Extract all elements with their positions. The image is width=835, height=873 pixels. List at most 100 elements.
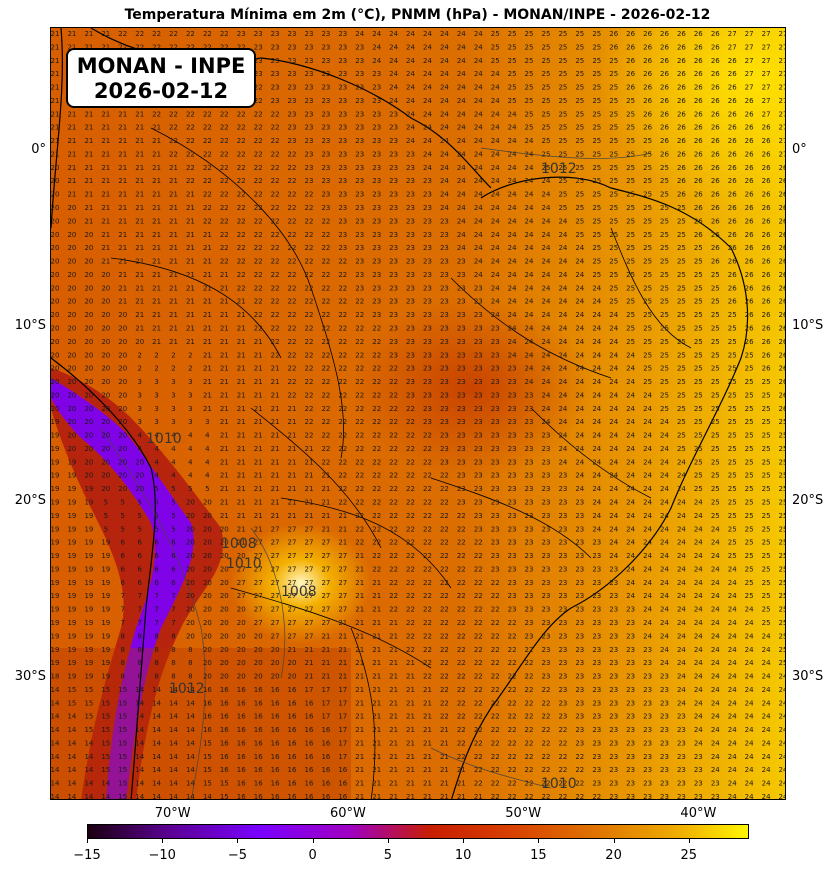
- svg-text:25: 25: [711, 338, 720, 346]
- svg-text:22: 22: [355, 512, 364, 520]
- svg-text:26: 26: [711, 84, 720, 92]
- svg-text:23: 23: [643, 753, 652, 761]
- svg-text:26: 26: [694, 57, 703, 65]
- svg-text:14: 14: [67, 753, 76, 761]
- svg-text:23: 23: [592, 646, 601, 654]
- svg-text:22: 22: [305, 298, 314, 306]
- svg-text:23: 23: [457, 405, 466, 413]
- svg-text:23: 23: [474, 311, 483, 319]
- isobar-label: 1008: [221, 536, 257, 552]
- svg-text:21: 21: [203, 311, 212, 319]
- svg-text:24: 24: [728, 686, 737, 694]
- svg-text:27: 27: [321, 539, 330, 547]
- svg-text:23: 23: [575, 579, 584, 587]
- svg-text:8: 8: [171, 632, 175, 640]
- svg-text:20: 20: [67, 378, 76, 386]
- svg-text:26: 26: [694, 137, 703, 145]
- svg-text:23: 23: [592, 619, 601, 627]
- svg-text:25: 25: [779, 458, 786, 466]
- svg-text:21: 21: [135, 325, 144, 333]
- svg-text:24: 24: [694, 699, 703, 707]
- svg-text:23: 23: [457, 378, 466, 386]
- svg-text:22: 22: [372, 365, 381, 373]
- svg-text:23: 23: [254, 43, 263, 51]
- svg-text:25: 25: [762, 539, 771, 547]
- svg-text:20: 20: [203, 619, 212, 627]
- svg-text:26: 26: [677, 43, 686, 51]
- svg-text:21: 21: [186, 204, 195, 212]
- svg-text:21: 21: [254, 525, 263, 533]
- svg-text:25: 25: [525, 110, 534, 118]
- svg-text:23: 23: [609, 592, 618, 600]
- svg-text:23: 23: [372, 137, 381, 145]
- svg-text:19: 19: [67, 485, 76, 493]
- svg-text:19: 19: [51, 472, 59, 480]
- svg-text:22: 22: [440, 646, 449, 654]
- svg-text:25: 25: [660, 391, 669, 399]
- svg-text:16: 16: [203, 726, 212, 734]
- svg-text:23: 23: [355, 204, 364, 212]
- svg-text:25: 25: [728, 338, 737, 346]
- svg-text:22: 22: [186, 124, 195, 132]
- svg-text:25: 25: [643, 137, 652, 145]
- svg-text:14: 14: [186, 753, 195, 761]
- svg-text:22: 22: [558, 740, 567, 748]
- svg-text:22: 22: [508, 659, 517, 667]
- svg-text:8: 8: [154, 646, 158, 654]
- svg-text:21: 21: [288, 485, 297, 493]
- svg-text:24: 24: [677, 619, 686, 627]
- svg-text:22: 22: [254, 137, 263, 145]
- svg-text:24: 24: [643, 592, 652, 600]
- svg-text:22: 22: [389, 445, 398, 453]
- svg-text:21: 21: [186, 284, 195, 292]
- svg-text:14: 14: [186, 699, 195, 707]
- svg-text:20: 20: [84, 351, 93, 359]
- svg-text:21: 21: [67, 191, 76, 199]
- svg-text:22: 22: [288, 284, 297, 292]
- svg-text:27: 27: [271, 619, 280, 627]
- svg-text:23: 23: [321, 204, 330, 212]
- svg-text:3: 3: [171, 418, 175, 426]
- svg-text:25: 25: [592, 244, 601, 252]
- svg-text:21: 21: [203, 378, 212, 386]
- svg-text:18: 18: [51, 673, 59, 681]
- svg-text:21: 21: [355, 579, 364, 587]
- svg-text:21: 21: [288, 458, 297, 466]
- svg-text:22: 22: [271, 284, 280, 292]
- svg-text:3: 3: [188, 418, 192, 426]
- svg-text:22: 22: [305, 338, 314, 346]
- svg-text:22: 22: [457, 539, 466, 547]
- svg-text:20: 20: [67, 365, 76, 373]
- svg-text:16: 16: [321, 740, 330, 748]
- svg-text:21: 21: [305, 673, 314, 681]
- svg-text:23: 23: [491, 525, 500, 533]
- svg-text:22: 22: [321, 284, 330, 292]
- svg-text:20: 20: [51, 311, 59, 319]
- isobar-label: 1010: [226, 556, 262, 572]
- svg-text:23: 23: [338, 217, 347, 225]
- svg-text:22: 22: [508, 766, 517, 774]
- svg-text:25: 25: [558, 97, 567, 105]
- svg-text:20: 20: [84, 284, 93, 292]
- svg-text:25: 25: [745, 445, 754, 453]
- svg-text:26: 26: [728, 204, 737, 212]
- svg-text:23: 23: [643, 713, 652, 721]
- svg-text:24: 24: [592, 365, 601, 373]
- map-area[interactable]: 21 21 21 21 22 22 22 22 22 22 22 23 23 23 23 23 23 23 24 24…: [50, 27, 786, 800]
- svg-text:21: 21: [406, 699, 415, 707]
- svg-text:19: 19: [84, 592, 93, 600]
- svg-text:21: 21: [152, 137, 161, 145]
- svg-text:22: 22: [237, 43, 246, 51]
- svg-text:21: 21: [372, 740, 381, 748]
- svg-text:24: 24: [592, 432, 601, 440]
- svg-text:20: 20: [51, 258, 59, 266]
- svg-text:24: 24: [474, 151, 483, 159]
- svg-text:23: 23: [542, 445, 551, 453]
- svg-text:24: 24: [558, 432, 567, 440]
- svg-text:22: 22: [508, 740, 517, 748]
- svg-text:24: 24: [558, 418, 567, 426]
- svg-text:26: 26: [643, 124, 652, 132]
- svg-text:23: 23: [457, 365, 466, 373]
- svg-text:22: 22: [288, 325, 297, 333]
- svg-text:25: 25: [694, 365, 703, 373]
